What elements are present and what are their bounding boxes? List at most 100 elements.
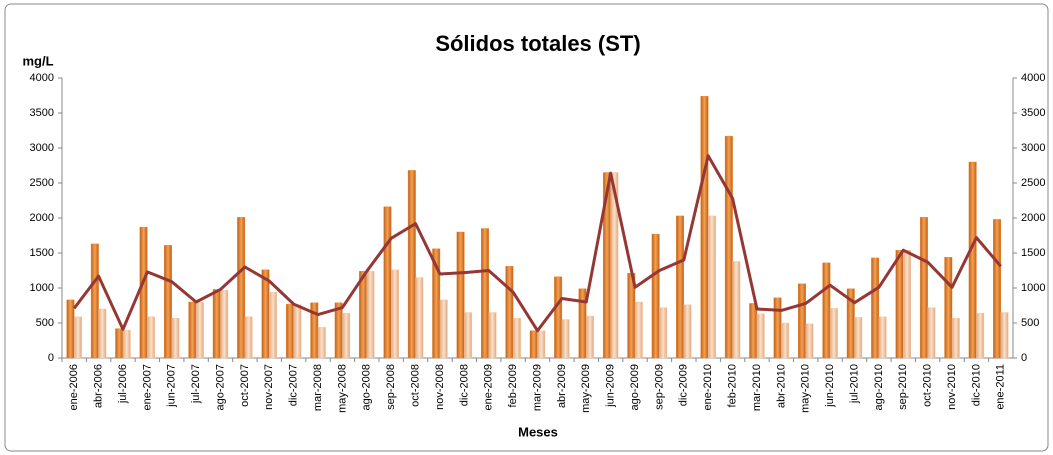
x-tick-label: jun-2007 — [166, 364, 178, 408]
bar — [481, 228, 489, 359]
bar — [293, 304, 302, 359]
bar — [537, 330, 546, 359]
x-tick-label: mar-2008 — [312, 364, 324, 411]
bar — [269, 292, 277, 359]
bar — [578, 288, 587, 359]
bar — [359, 271, 368, 359]
bar — [927, 307, 936, 359]
bar — [829, 308, 838, 359]
bar — [561, 319, 570, 359]
bar — [651, 233, 660, 359]
line — [72, 154, 1002, 333]
bar — [944, 257, 953, 359]
bar — [366, 271, 375, 359]
bar — [529, 330, 538, 359]
chart-frame — [4, 3, 1049, 452]
x-tick-label: jun-2009 — [605, 364, 617, 408]
bar — [798, 283, 806, 359]
bar — [634, 301, 643, 359]
x-tick-label: mar-2010 — [751, 364, 763, 411]
bar — [732, 261, 741, 359]
bar — [749, 303, 758, 359]
bar — [164, 245, 172, 359]
bar — [676, 215, 685, 359]
y2-tick-label: 2000 — [1021, 212, 1045, 224]
x-tick-label: sep-2010 — [897, 364, 909, 410]
x-tick-label: may-2008 — [336, 364, 348, 413]
bar — [919, 217, 928, 359]
x-tick-label: ene-2009 — [483, 364, 495, 411]
x-tick-label: jul-2007 — [190, 364, 202, 404]
bar — [195, 301, 204, 359]
x-tick-label: oct-2008 — [409, 364, 421, 407]
x-tick-label: ago-2009 — [629, 364, 641, 411]
bar — [90, 243, 99, 359]
bar — [188, 301, 197, 359]
x-tick-label: abr-2010 — [775, 364, 787, 408]
y-tick-label: 3500 — [30, 107, 54, 119]
bar — [439, 299, 448, 359]
x-tick-label: dic-2010 — [970, 364, 982, 406]
y2-tick-label: 3000 — [1021, 142, 1045, 154]
x-tick-label: feb-2010 — [726, 364, 738, 407]
bar — [220, 289, 229, 359]
x-tick-label: dic-2009 — [678, 364, 690, 406]
y-tick-label: 0 — [48, 352, 54, 364]
y-tick-label: 3000 — [30, 142, 54, 154]
bar — [659, 307, 668, 359]
bar — [383, 206, 392, 359]
bar — [512, 317, 521, 359]
bar — [285, 303, 294, 359]
y2-tick-label: 3500 — [1021, 107, 1045, 119]
bar — [139, 226, 148, 359]
bar — [822, 262, 831, 359]
y-tick-label: 4000 — [30, 72, 54, 84]
x-tick-label: jul-2010 — [848, 364, 860, 404]
x-tick-label: ene-2006 — [68, 364, 80, 411]
x-tick-label: oct-2007 — [239, 364, 251, 407]
bar — [773, 297, 782, 359]
y2-tick-label: 2500 — [1021, 177, 1045, 189]
x-tick-label: sep-2008 — [385, 364, 397, 410]
y2-tick-label: 4000 — [1021, 72, 1045, 84]
bar — [407, 170, 416, 359]
bar — [805, 323, 814, 359]
bar — [456, 231, 465, 359]
bar — [342, 313, 351, 359]
x-tick-label: nov-2010 — [946, 364, 958, 410]
bar — [756, 313, 765, 359]
x-tick-label: nov-2007 — [263, 364, 275, 410]
bar — [878, 316, 887, 359]
bar — [73, 316, 82, 359]
bar — [505, 266, 514, 359]
bar — [334, 302, 343, 359]
bar — [464, 312, 473, 359]
y2-tick-label: 500 — [1021, 317, 1039, 329]
x-tick-label: jun-2010 — [824, 364, 836, 408]
bar — [683, 304, 692, 359]
x-axis-label: Meses — [518, 424, 558, 439]
bar — [171, 317, 180, 359]
bar — [976, 313, 985, 359]
y2-tick-label: 1500 — [1021, 247, 1045, 259]
bar — [1000, 312, 1009, 359]
x-tick-label: abr-2009 — [556, 364, 568, 408]
bar — [707, 215, 716, 359]
bar — [903, 249, 911, 359]
y-tick-label: 500 — [36, 317, 54, 329]
bar — [895, 249, 904, 359]
y-axis-label: mg/L — [22, 53, 53, 68]
bar — [871, 257, 880, 359]
y-tick-label: 2000 — [30, 212, 54, 224]
x-tick-label: abr-2006 — [92, 364, 104, 408]
bar — [147, 316, 156, 359]
bar — [724, 135, 733, 359]
y-tick-label: 1000 — [30, 282, 54, 294]
y2-tick-label: 0 — [1021, 352, 1027, 364]
x-tick-label: ene-2011 — [995, 364, 1007, 410]
x-tick-label: ago-2007 — [214, 364, 226, 411]
bar — [317, 327, 326, 359]
bar — [488, 312, 497, 359]
bar — [261, 269, 270, 359]
y2-tick-label: 1000 — [1021, 282, 1045, 294]
